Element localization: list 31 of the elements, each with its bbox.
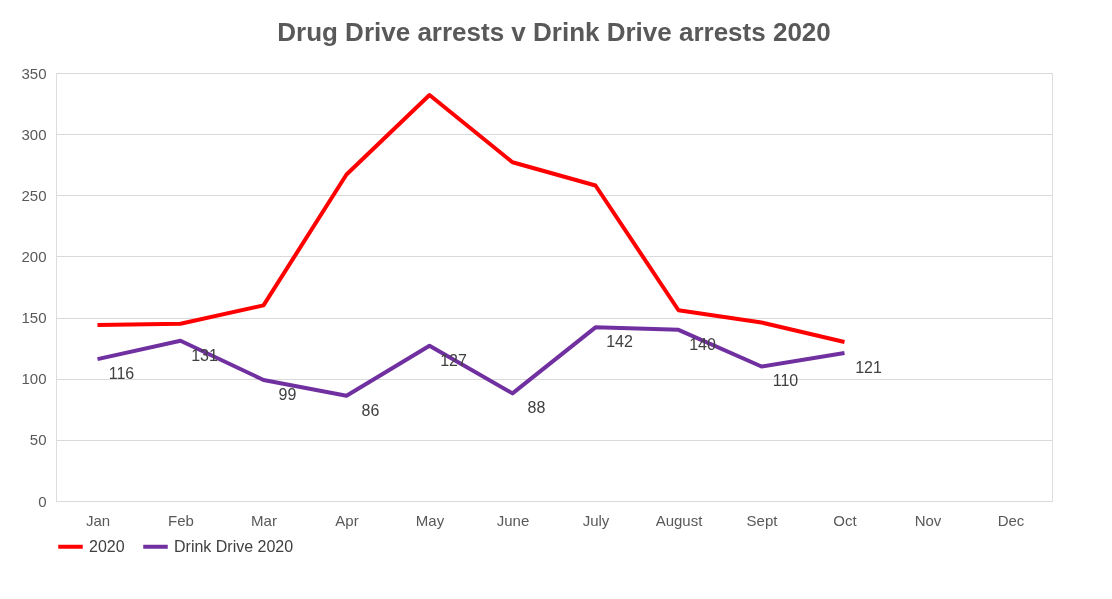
legend-label: 2020 [89,537,125,555]
x-tick-label: Jan [85,511,111,529]
y-tick-label: 200 [21,247,47,265]
y-tick-label: 50 [29,431,47,449]
x-tick-label: Dec [997,511,1025,529]
x-tick-label: Feb [168,511,194,529]
data-label: 86 [361,401,380,419]
x-tick-label: Sept [746,511,779,529]
y-tick-label: 0 [38,492,47,510]
y-tick-label: 100 [21,370,47,388]
data-label: 121 [855,359,882,377]
chart-title: Drug Drive arrests v Drink Drive arrests 2020 [277,17,831,47]
data-label: 99 [278,385,297,403]
x-tick-label: Oct [833,511,858,529]
data-label: 142 [606,333,633,351]
y-tick-label: 300 [21,125,47,143]
x-tick-label: May [415,511,445,529]
line-series [95,325,847,398]
y-tick-label: 350 [21,64,47,82]
legend-label: Drink Drive 2020 [174,537,294,555]
x-tick-label: Mar [251,511,277,529]
x-tick-label: August [655,511,704,529]
x-tick-label: June [496,511,530,529]
data-label: 116 [108,365,135,383]
y-tick-label: 150 [21,309,47,327]
x-tick-label: Apr [335,511,359,529]
data-label: 110 [772,372,799,390]
y-tick-label: 250 [21,186,47,204]
x-tick-label: Nov [914,511,942,529]
x-tick-label: July [582,511,610,529]
data-label: 88 [527,399,546,417]
